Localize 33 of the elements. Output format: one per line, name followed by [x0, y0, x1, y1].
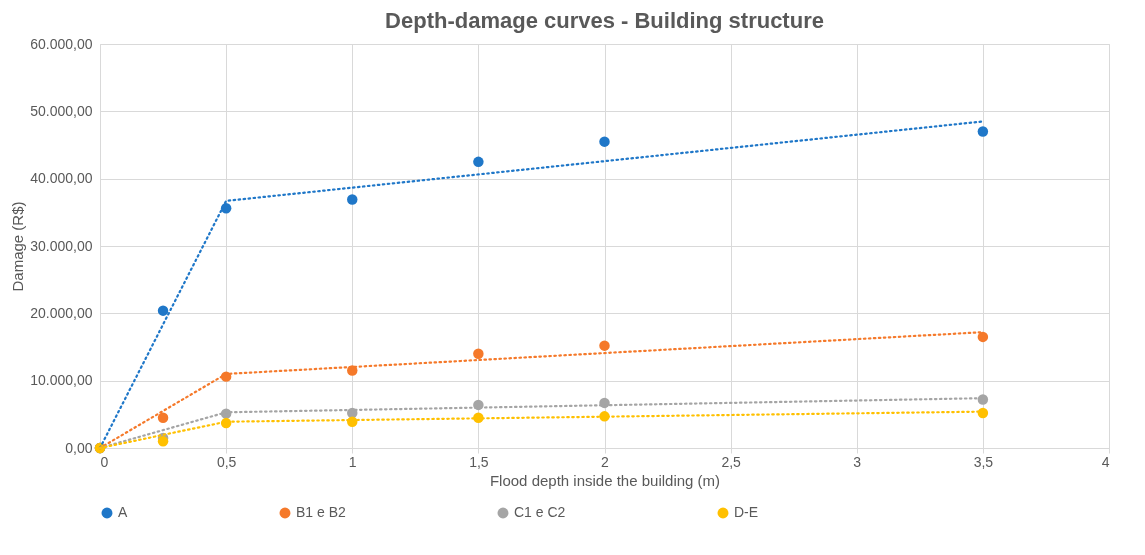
y-tick-label: 10.000,00 — [30, 372, 93, 389]
point — [977, 331, 989, 343]
y-tick-label: 50.000,00 — [30, 102, 93, 119]
legend-label: C1 e C2 — [514, 504, 566, 520]
x-axis-title: Flood depth inside the building (m) — [489, 471, 721, 489]
y-tick-label: 20.000,00 — [30, 304, 93, 321]
x-tick-label: 1 — [348, 453, 357, 470]
x-tick-label: 2 — [601, 453, 610, 470]
point — [599, 136, 610, 147]
y-axis-title: Damage (R$) — [9, 201, 27, 292]
x-tick-label: 3,5 — [973, 453, 994, 470]
x-tick-label: 0 — [100, 453, 109, 470]
y-tick-label: 0,00 — [65, 439, 93, 456]
point — [347, 194, 358, 205]
x-tick-label: 0,5 — [216, 453, 237, 470]
point — [599, 340, 610, 351]
point — [157, 436, 169, 447]
point — [473, 156, 484, 168]
y-tick-label: 30.000,00 — [30, 237, 93, 254]
x-tick-label: 1,5 — [469, 453, 489, 470]
x-tick-label: 2,5 — [721, 453, 742, 470]
x-tick-label: 4 — [1101, 453, 1110, 470]
y-tick-label: 60.000,00 — [30, 35, 93, 52]
chart-title: Depth-damage curves - Building structure — [385, 8, 824, 33]
x-tick-label: 3 — [853, 453, 862, 470]
legend-label: B1 e B2 — [296, 504, 347, 520]
legend-label: D-E — [734, 504, 759, 520]
y-tick-label: 40.000,00 — [30, 170, 93, 187]
point — [157, 305, 169, 316]
point — [977, 126, 989, 137]
point — [157, 412, 169, 423]
legend-label: A — [118, 504, 128, 520]
point — [473, 348, 484, 359]
